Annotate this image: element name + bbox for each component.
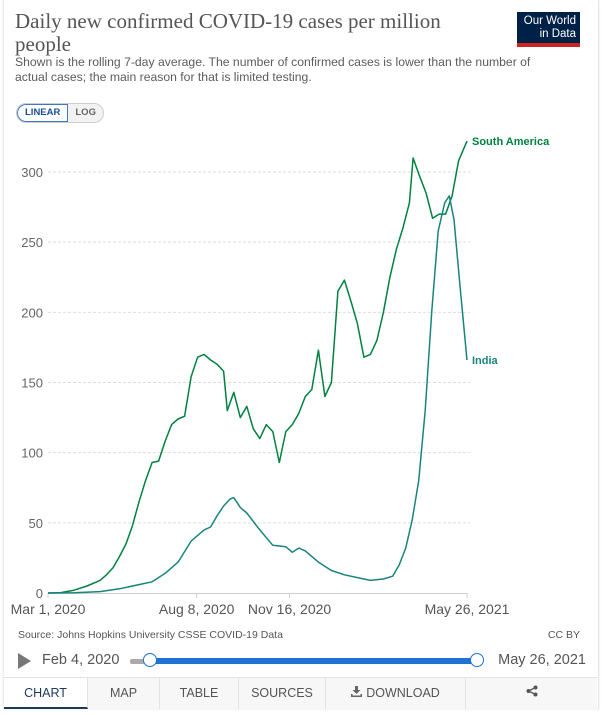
- tab-table[interactable]: TABLE: [160, 678, 239, 709]
- y-tick-label: 100: [21, 446, 43, 461]
- y-axis: 0 50 100 150 200 250 300: [21, 165, 43, 601]
- y-tick-label: 0: [36, 586, 43, 601]
- timeline-start-handle[interactable]: [143, 653, 157, 667]
- y-tick-label: 300: [21, 165, 43, 180]
- chart-subtitle: Shown is the rolling 7-day average. The …: [15, 55, 531, 84]
- tab-map[interactable]: MAP: [88, 678, 160, 709]
- logo-line-1: Our World: [523, 15, 576, 27]
- series-label-india[interactable]: India: [472, 355, 499, 367]
- source-note[interactable]: Source: Johns Hopkins University CSSE CO…: [18, 629, 283, 641]
- scale-toggle: LINEAR LOG: [16, 103, 104, 123]
- license-note[interactable]: CC BY: [547, 629, 580, 641]
- gridlines: [48, 171, 470, 524]
- x-tick-label: Mar 1, 2020: [11, 601, 86, 617]
- series-labels: South America India: [472, 136, 550, 367]
- timeline-start-label: Feb 4, 2020: [42, 652, 120, 668]
- chart-title: Daily new confirmed COVID-19 cases per m…: [15, 9, 441, 56]
- tab-download-label: DOWNLOAD: [366, 686, 440, 700]
- tab-chart[interactable]: CHART: [4, 678, 88, 709]
- linear-scale-button[interactable]: LINEAR: [17, 104, 69, 122]
- timeline-track[interactable]: [130, 659, 148, 664]
- timeline-slider: Feb 4, 2020 May 26, 2021: [16, 648, 586, 674]
- x-tick-label: Aug 8, 2020: [159, 601, 235, 617]
- timeline-end-handle[interactable]: [470, 653, 484, 667]
- tab-sources[interactable]: SOURCES: [239, 678, 326, 709]
- tab-share[interactable]: [466, 678, 597, 709]
- share-icon: [526, 685, 538, 700]
- y-tick-label: 250: [21, 235, 43, 250]
- chart-tabs: CHART MAP TABLE SOURCES DOWNLOAD: [4, 677, 597, 709]
- tab-download[interactable]: DOWNLOAD: [326, 678, 466, 709]
- series-lines: [47, 140, 468, 594]
- log-scale-button[interactable]: LOG: [68, 104, 103, 122]
- series-label-south-america[interactable]: South America: [472, 136, 550, 148]
- line-chart: 0 50 100 150 200 250 300 Mar 1, 2020 Aug 8, 202…: [11, 136, 550, 617]
- download-icon: [351, 678, 363, 709]
- timeline-selected-range[interactable]: [149, 658, 477, 664]
- series-line-india[interactable]: [47, 195, 468, 594]
- y-tick-label: 50: [29, 516, 43, 531]
- x-tick-label: Nov 16, 2020: [248, 601, 331, 617]
- logo-line-2: in Data: [539, 28, 576, 40]
- y-tick-label: 200: [21, 305, 43, 320]
- x-axis: Mar 1, 2020 Aug 8, 2020 Nov 16, 2020 May 26…: [11, 593, 510, 617]
- y-tick-label: 150: [21, 376, 43, 391]
- play-icon[interactable]: [18, 653, 31, 669]
- x-tick-label: May 26, 2021: [425, 601, 510, 617]
- series-line-south-america[interactable]: [47, 140, 468, 594]
- timeline-end-label: May 26, 2021: [498, 652, 586, 668]
- owid-logo[interactable]: Our World in Data: [517, 12, 580, 47]
